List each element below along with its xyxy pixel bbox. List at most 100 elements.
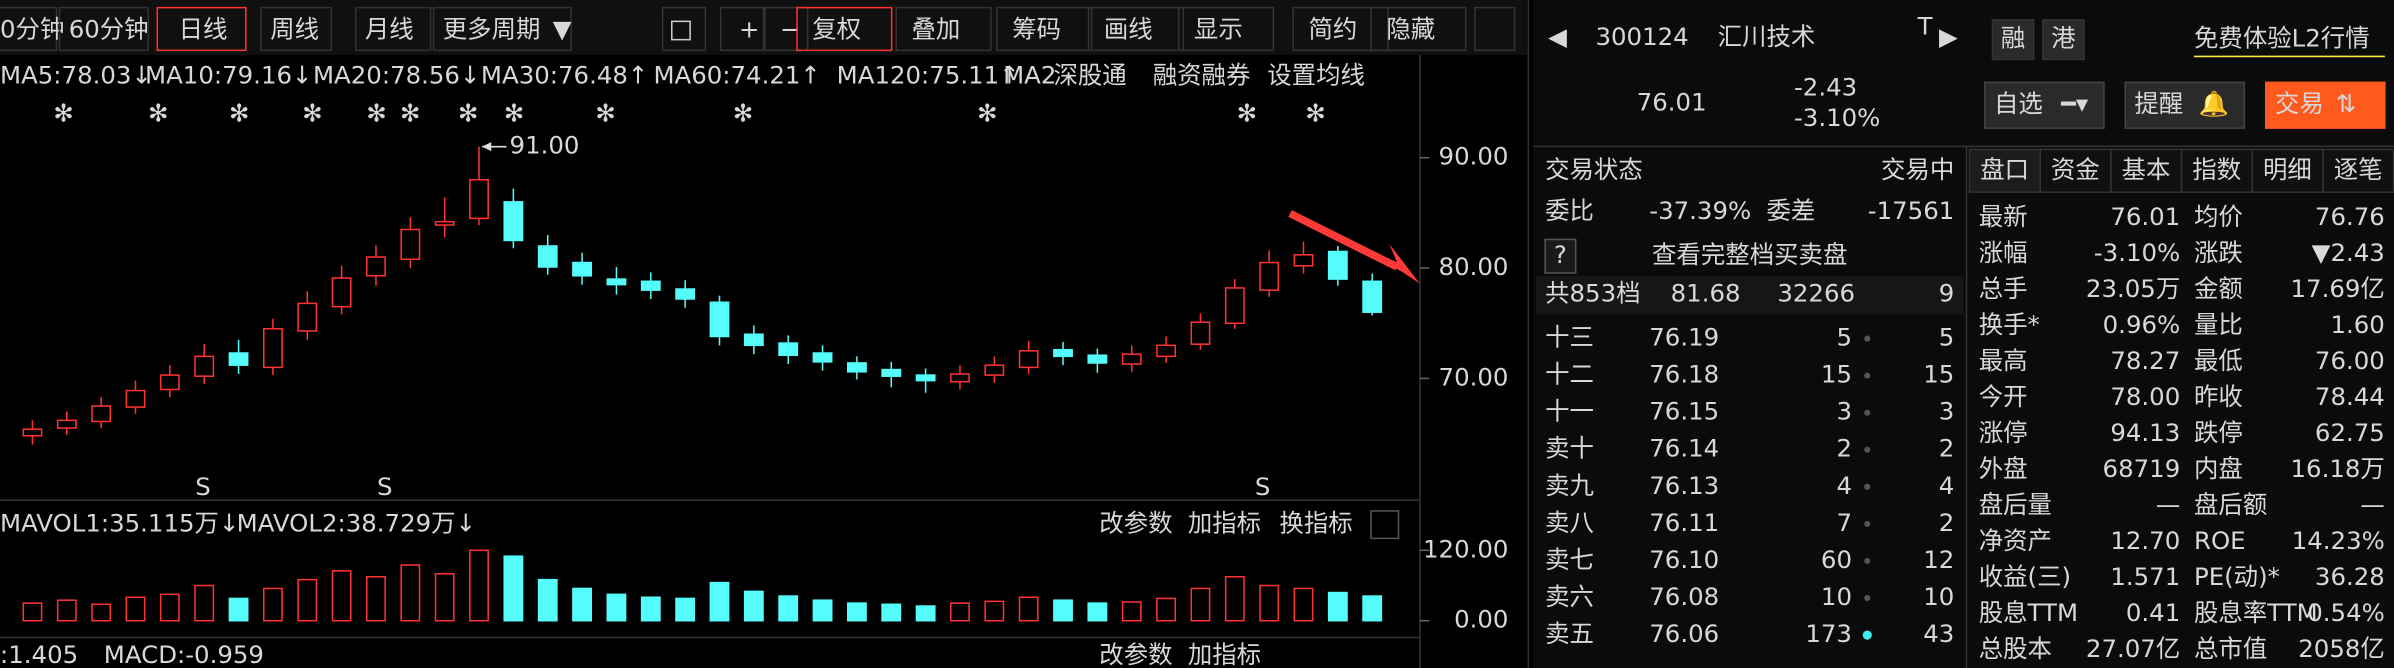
signal-marker: ✻ xyxy=(229,98,249,127)
period-label[interactable]: 60分钟 xyxy=(69,15,149,44)
volume-bar xyxy=(125,596,146,622)
tool-label[interactable]: 简约 xyxy=(1308,15,1357,44)
action-label[interactable]: 自选 xyxy=(1994,89,2043,118)
action-button[interactable] xyxy=(1984,81,2105,129)
action-label[interactable]: 交易 xyxy=(2275,89,2324,118)
price-change-pct: -3.10% xyxy=(1794,103,1880,132)
action-label[interactable]: 提醒 xyxy=(2134,89,2183,118)
minus-button[interactable] xyxy=(764,6,809,52)
tool-label[interactable]: 画线 xyxy=(1104,15,1153,44)
period-label[interactable]: 0分钟 xyxy=(0,15,64,44)
help-icon[interactable]: ? xyxy=(1554,240,1567,269)
stat-value: 14.23% xyxy=(2292,526,2385,555)
tab-label[interactable]: 基本 xyxy=(2122,155,2171,184)
book-row-count: 2 xyxy=(1939,508,1955,537)
plus-button[interactable] xyxy=(719,6,765,52)
indicator-button[interactable]: 改参数 xyxy=(1099,640,1172,668)
tab-label[interactable]: 资金 xyxy=(2051,155,2100,184)
expand-button[interactable] xyxy=(1474,6,1516,52)
book-row-count: 12 xyxy=(1923,545,1954,574)
summary-bg xyxy=(1535,276,1964,315)
candle-body xyxy=(400,228,421,260)
chart-link[interactable]: 设置均线 xyxy=(1267,60,1365,89)
tab[interactable] xyxy=(2039,148,2112,193)
tab[interactable] xyxy=(2180,148,2254,193)
tool-button xyxy=(996,6,1093,52)
stat-value: 76.01 xyxy=(2110,202,2180,231)
candle-body xyxy=(1053,348,1073,358)
tool-label[interactable]: 叠加 xyxy=(911,15,960,44)
chart-link[interactable]: 深股通 xyxy=(1053,60,1126,89)
tool-label[interactable]: 隐藏 xyxy=(1386,15,1435,44)
red-arrow xyxy=(1288,210,1399,271)
stat-label: 换手* xyxy=(1979,310,2040,339)
tab-label[interactable]: 指数 xyxy=(2192,155,2241,184)
stat-label: 净资产 xyxy=(1979,526,2052,555)
tool-label[interactable]: 复权 xyxy=(812,15,861,44)
book-summary: 9 xyxy=(1939,278,1955,307)
period-label[interactable]: 周线 xyxy=(270,15,319,44)
candle-body xyxy=(1087,354,1108,364)
ma-legend: MA30:76.48↑ xyxy=(481,60,648,89)
candle-body xyxy=(125,389,146,408)
promo-link[interactable]: 免费体验L2行情 xyxy=(2194,24,2370,53)
annotation-arrowhead xyxy=(482,142,492,152)
book-dot xyxy=(1864,483,1871,490)
tab-label[interactable]: 明细 xyxy=(2263,155,2312,184)
book-row-price: 76.19 xyxy=(1649,323,1719,352)
period-label[interactable]: 月线 xyxy=(365,15,414,44)
tab[interactable] xyxy=(1968,148,2042,193)
action-button[interactable] xyxy=(2124,81,2246,129)
stock-name: 汇川技术 xyxy=(1718,22,1816,51)
lock-icon xyxy=(671,20,691,41)
indicator-button[interactable]: 加指标 xyxy=(1188,640,1261,668)
book-dot xyxy=(1864,409,1871,416)
tab[interactable] xyxy=(2110,148,2183,193)
tool-label[interactable]: 显示 xyxy=(1194,15,1243,44)
candle-body xyxy=(778,342,799,356)
action-button[interactable] xyxy=(2264,81,2386,129)
volume-bar xyxy=(1121,601,1142,622)
book-row-label: 卖八 xyxy=(1545,508,1594,537)
action-icon: ⇅ xyxy=(2336,89,2356,118)
candle-body xyxy=(22,428,43,437)
indicator-button[interactable]: 加指标 xyxy=(1188,509,1261,538)
volume-bar xyxy=(572,587,593,622)
candle-body xyxy=(159,374,180,391)
stat-label: 涨幅 xyxy=(1979,238,2028,267)
signal-marker: ✻ xyxy=(148,98,168,127)
book-dot xyxy=(1864,446,1871,453)
tab-label[interactable]: 逐笔 xyxy=(2334,155,2383,184)
stat-value: 94.13 xyxy=(2110,418,2180,447)
period-label[interactable]: 更多周期 xyxy=(443,15,541,44)
volume-bar xyxy=(366,575,386,622)
chart-link[interactable]: 融资融券 xyxy=(1153,60,1251,89)
stat-value: 62.75 xyxy=(2315,418,2385,447)
lock-button[interactable] xyxy=(661,6,707,52)
tool-label[interactable]: 筹码 xyxy=(1012,15,1061,44)
volume-bar xyxy=(1053,599,1073,622)
close-button[interactable] xyxy=(1370,510,1400,540)
stat-label: 收益(三) xyxy=(1979,562,2071,591)
help-box[interactable] xyxy=(1544,238,1577,274)
indicator-button[interactable]: 改参数 xyxy=(1099,509,1172,538)
signal-marker: ✻ xyxy=(1305,98,1325,127)
tab[interactable] xyxy=(2251,148,2324,193)
tab-label[interactable]: 盘口 xyxy=(1980,155,2029,184)
indicator-button[interactable]: 换指标 xyxy=(1279,509,1352,538)
stat-label: 跌停 xyxy=(2194,418,2243,447)
signal-marker: S xyxy=(195,472,211,501)
period-label[interactable]: 日线 xyxy=(179,15,228,44)
volume-bar xyxy=(709,581,730,622)
volume-bar xyxy=(881,603,902,622)
candle-body xyxy=(1018,350,1039,369)
stat-label: 总市值 xyxy=(2194,634,2267,663)
book-link[interactable]: 查看完整档买卖盘 xyxy=(1652,240,1847,269)
ma-legend: MA20:78.56↓ xyxy=(313,60,480,89)
candle-body xyxy=(1121,353,1142,365)
candle-body xyxy=(91,405,112,423)
tool-button xyxy=(1292,6,1389,52)
book-summary: 81.68 xyxy=(1671,278,1741,307)
book-row-price: 76.15 xyxy=(1649,397,1719,426)
